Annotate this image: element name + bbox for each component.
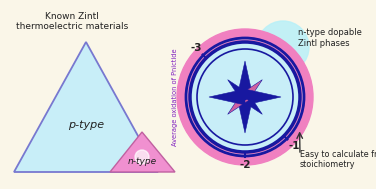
Polygon shape [228, 80, 249, 101]
Circle shape [135, 150, 149, 164]
Text: -2: -2 [239, 160, 251, 170]
Polygon shape [241, 93, 262, 114]
Circle shape [257, 21, 309, 73]
Text: p-type: p-type [68, 120, 104, 130]
Text: -3: -3 [191, 43, 202, 53]
Circle shape [188, 40, 302, 154]
Text: Average oxidation of Pnictide: Average oxidation of Pnictide [172, 48, 178, 146]
Polygon shape [241, 80, 262, 101]
Text: n-type: n-type [127, 157, 156, 167]
Polygon shape [14, 42, 158, 172]
Circle shape [243, 94, 247, 99]
Polygon shape [245, 89, 281, 105]
Polygon shape [110, 132, 175, 172]
Polygon shape [237, 61, 253, 97]
Text: -1: -1 [288, 141, 300, 151]
Circle shape [191, 43, 299, 151]
Text: Easy to calculate from
stoichiometry: Easy to calculate from stoichiometry [300, 150, 376, 169]
Polygon shape [237, 97, 253, 133]
Circle shape [177, 29, 313, 165]
Circle shape [187, 39, 303, 155]
Text: n-type dopable
Zintl phases: n-type dopable Zintl phases [298, 28, 362, 48]
Polygon shape [228, 93, 249, 114]
Polygon shape [209, 89, 245, 105]
Text: Known Zintl
thermoelectric materials: Known Zintl thermoelectric materials [16, 12, 128, 31]
